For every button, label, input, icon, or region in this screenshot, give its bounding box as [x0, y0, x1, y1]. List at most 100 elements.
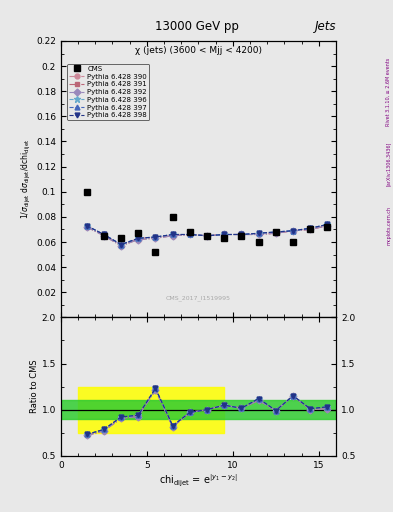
Pythia 6.428 398: [239, 231, 244, 238]
Pythia 6.428 390: [274, 230, 278, 237]
Pythia 6.428 398: [222, 231, 227, 238]
Pythia 6.428 397: [256, 230, 261, 237]
Pythia 6.428 397: [136, 235, 141, 241]
Pythia 6.428 392: [187, 231, 192, 238]
CMS: [153, 249, 158, 255]
Pythia 6.428 391: [119, 243, 123, 249]
Text: Rivet 3.1.10, ≥ 2.6M events: Rivet 3.1.10, ≥ 2.6M events: [386, 58, 391, 126]
Pythia 6.428 397: [291, 228, 296, 234]
Pythia 6.428 391: [187, 231, 192, 238]
Pythia 6.428 398: [205, 232, 209, 239]
Pythia 6.428 391: [101, 232, 106, 239]
Pythia 6.428 390: [308, 226, 312, 232]
CMS: [274, 229, 278, 235]
Y-axis label: 1/$\sigma_{\rm dijet}$ d$\sigma_{\rm dijet}$/dchi$_{\rm dijet}$: 1/$\sigma_{\rm dijet}$ d$\sigma_{\rm dij…: [20, 139, 33, 220]
Pythia 6.428 391: [308, 226, 312, 232]
Pythia 6.428 392: [136, 237, 141, 243]
Pythia 6.428 390: [239, 231, 244, 238]
Pythia 6.428 396: [256, 230, 261, 237]
Pythia 6.428 391: [136, 237, 141, 243]
Pythia 6.428 396: [222, 231, 227, 238]
CMS: [308, 226, 312, 232]
Pythia 6.428 397: [205, 232, 209, 239]
Line: Pythia 6.428 396: Pythia 6.428 396: [83, 221, 331, 248]
Pythia 6.428 392: [101, 232, 106, 239]
CMS: [136, 230, 141, 237]
Pythia 6.428 396: [84, 223, 89, 229]
Pythia 6.428 398: [153, 234, 158, 240]
Pythia 6.428 396: [308, 225, 312, 231]
Pythia 6.428 390: [153, 234, 158, 240]
Pythia 6.428 390: [187, 231, 192, 238]
Pythia 6.428 392: [308, 226, 312, 232]
Pythia 6.428 391: [325, 223, 330, 229]
Line: Pythia 6.428 391: Pythia 6.428 391: [84, 223, 330, 248]
Text: mcplots.cern.ch: mcplots.cern.ch: [386, 206, 391, 245]
Pythia 6.428 397: [222, 231, 227, 238]
Pythia 6.428 390: [291, 228, 296, 234]
Pythia 6.428 391: [256, 231, 261, 238]
CMS: [101, 232, 106, 239]
Pythia 6.428 396: [136, 235, 141, 241]
Pythia 6.428 392: [325, 223, 330, 229]
Line: Pythia 6.428 398: Pythia 6.428 398: [84, 222, 330, 247]
Pythia 6.428 398: [291, 228, 296, 234]
Pythia 6.428 398: [325, 221, 330, 227]
Pythia 6.428 391: [222, 231, 227, 238]
Pythia 6.428 391: [291, 228, 296, 234]
Pythia 6.428 397: [239, 231, 244, 238]
Pythia 6.428 391: [205, 232, 209, 239]
Pythia 6.428 392: [84, 224, 89, 230]
Pythia 6.428 392: [239, 231, 244, 238]
Text: Jets: Jets: [314, 20, 336, 33]
Line: Pythia 6.428 390: Pythia 6.428 390: [84, 223, 330, 248]
Pythia 6.428 390: [119, 243, 123, 249]
CMS: [291, 239, 296, 245]
Pythia 6.428 397: [170, 231, 175, 238]
Pythia 6.428 390: [84, 224, 89, 230]
Pythia 6.428 390: [222, 231, 227, 238]
Pythia 6.428 391: [84, 224, 89, 230]
Pythia 6.428 397: [153, 234, 158, 240]
Pythia 6.428 390: [101, 231, 106, 238]
CMS: [187, 229, 192, 235]
Pythia 6.428 390: [205, 232, 209, 239]
Pythia 6.428 398: [308, 225, 312, 231]
Pythia 6.428 398: [170, 231, 175, 238]
Pythia 6.428 397: [187, 231, 192, 238]
CMS: [205, 232, 209, 239]
Pythia 6.428 397: [84, 223, 89, 229]
Pythia 6.428 396: [239, 231, 244, 238]
Y-axis label: Ratio to CMS: Ratio to CMS: [30, 360, 39, 413]
Pythia 6.428 390: [136, 235, 141, 241]
Pythia 6.428 396: [274, 229, 278, 235]
Pythia 6.428 392: [222, 231, 227, 238]
Text: CMS_2017_I1519995: CMS_2017_I1519995: [166, 295, 231, 301]
Pythia 6.428 390: [256, 231, 261, 238]
Pythia 6.428 398: [274, 229, 278, 235]
Pythia 6.428 396: [205, 232, 209, 239]
Pythia 6.428 392: [119, 243, 123, 249]
CMS: [222, 235, 227, 241]
Pythia 6.428 397: [325, 221, 330, 227]
Pythia 6.428 398: [84, 223, 89, 229]
Text: 13000 GeV pp: 13000 GeV pp: [154, 20, 239, 33]
Bar: [61, 400, 336, 419]
Legend: CMS, Pythia 6.428 390, Pythia 6.428 391, Pythia 6.428 392, Pythia 6.428 396, Pyt: CMS, Pythia 6.428 390, Pythia 6.428 391,…: [67, 64, 149, 120]
Pythia 6.428 391: [274, 230, 278, 237]
Pythia 6.428 391: [239, 231, 244, 238]
CMS: [84, 189, 89, 195]
Line: Pythia 6.428 392: Pythia 6.428 392: [84, 223, 330, 248]
Pythia 6.428 398: [119, 242, 123, 248]
Pythia 6.428 397: [119, 242, 123, 248]
Pythia 6.428 391: [153, 235, 158, 241]
Text: [arXiv:1306.3436]: [arXiv:1306.3436]: [386, 142, 391, 186]
Line: Pythia 6.428 397: Pythia 6.428 397: [84, 222, 330, 247]
Pythia 6.428 392: [274, 230, 278, 237]
Pythia 6.428 396: [153, 234, 158, 240]
Pythia 6.428 392: [205, 232, 209, 239]
Pythia 6.428 396: [101, 231, 106, 238]
Pythia 6.428 396: [187, 231, 192, 238]
Pythia 6.428 396: [170, 231, 175, 238]
Pythia 6.428 397: [308, 225, 312, 231]
